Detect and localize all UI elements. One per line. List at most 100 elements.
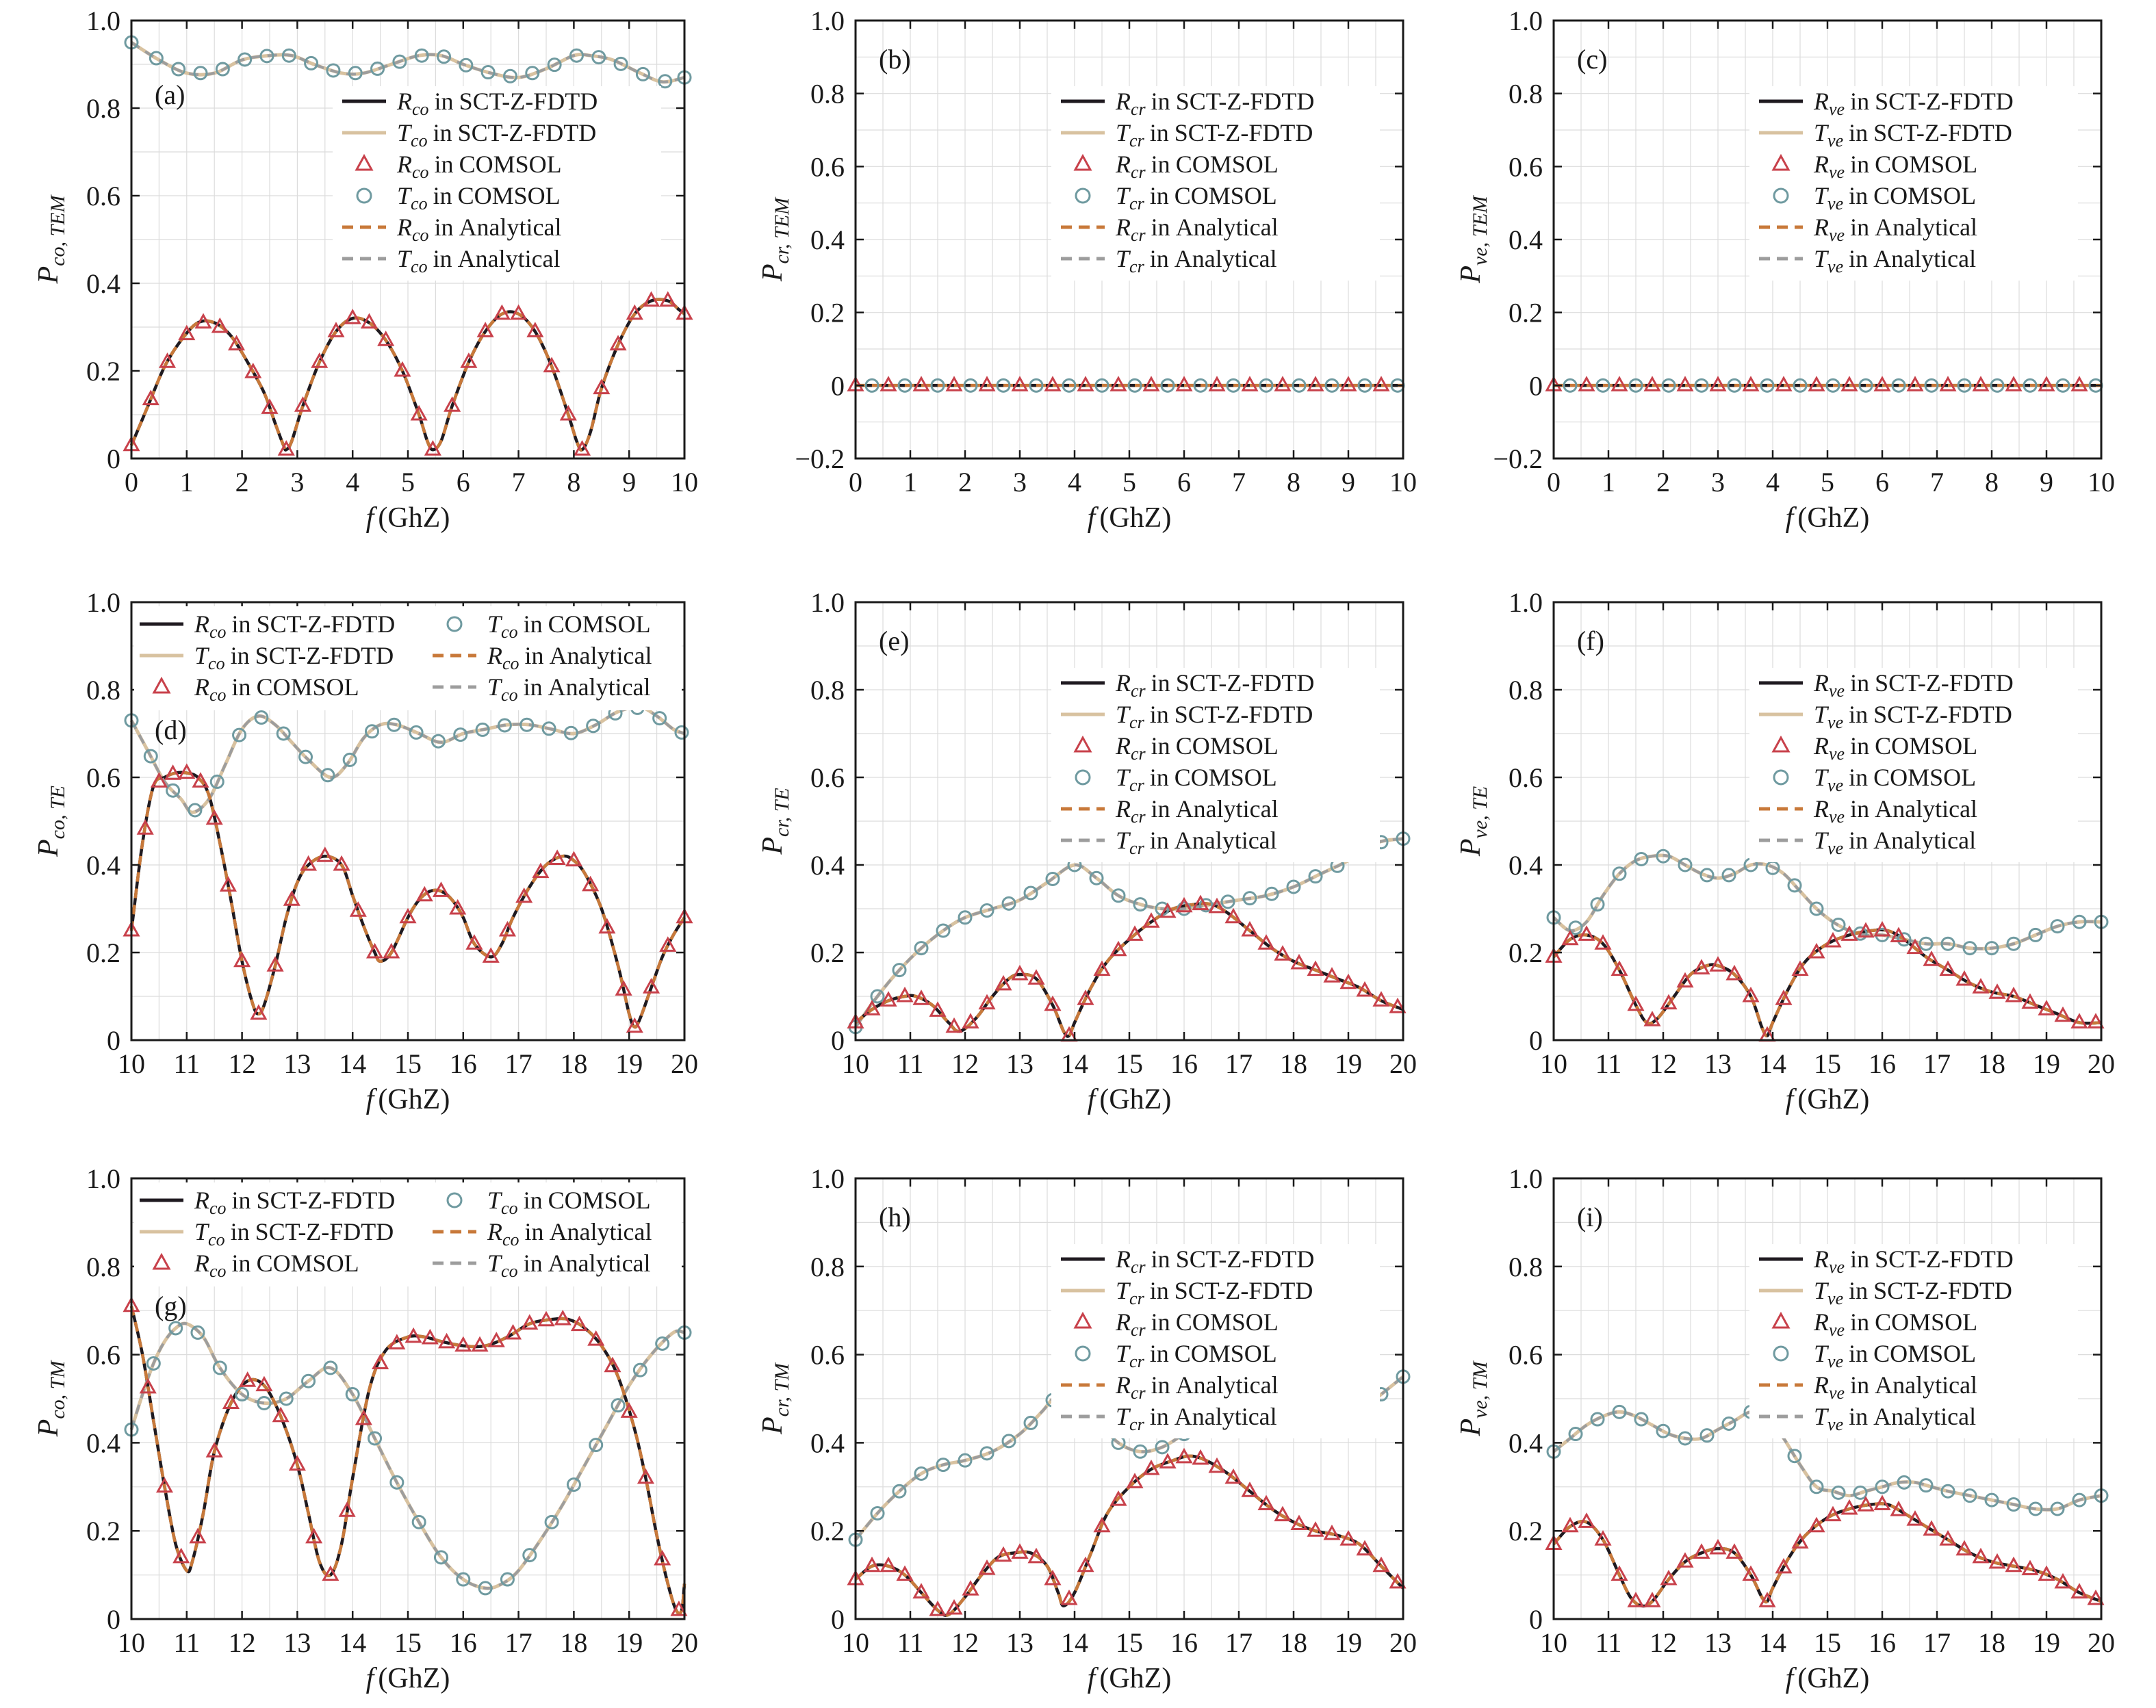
R-comsol-marker — [139, 1377, 157, 1394]
y-axis-symbol: P — [1455, 1419, 1487, 1437]
legend-subscript: cr — [1131, 1320, 1146, 1340]
x-tick-label: 7 — [1930, 467, 1944, 497]
R-comsol-marker — [626, 304, 643, 320]
y-axis-label: Pcr, TE — [757, 788, 793, 855]
T-comsol-marker — [298, 749, 313, 764]
T-analytical-line — [1552, 1410, 2102, 1512]
legend-subscript: ve — [1827, 712, 1843, 732]
T-comsol-marker — [232, 727, 247, 742]
R-comsol-marker — [1561, 929, 1579, 946]
legend-symbol: R — [1115, 151, 1131, 178]
x-tick-label: 18 — [560, 1048, 587, 1079]
x-axis-unit: (GhZ) — [1797, 1663, 1869, 1694]
legend-subscript: ve — [1829, 681, 1845, 701]
R-comsol-marker — [399, 907, 417, 924]
legend-item: Tcr in COMSOL — [1075, 1340, 1277, 1371]
legend-subscript: cr — [1129, 131, 1145, 151]
T-comsol-marker — [1924, 378, 1939, 393]
legend-item: Rve in SCT-Z-FDTD — [1759, 88, 2014, 119]
R-comsol-marker — [178, 763, 196, 779]
legend-label: Tve in SCT-Z-FDTD — [1814, 1277, 2012, 1308]
y-tick-label: 0 — [107, 1604, 120, 1635]
y-tick-label: 1.0 — [86, 587, 120, 618]
legend-symbol: T — [1814, 764, 1830, 791]
R-comsol-marker — [1627, 995, 1645, 1011]
x-axis-symbol: f — [366, 1663, 378, 1694]
R-comsol-marker — [405, 1327, 422, 1343]
legend-label: Rcr in SCT-Z-FDTD — [1115, 88, 1314, 119]
R-comsol-marker — [1290, 1514, 1308, 1531]
legend-subscript: ve — [1829, 162, 1845, 182]
legend-item: Tco in COMSOL — [356, 182, 561, 214]
R-comsol-marker — [1307, 960, 1324, 976]
legend-symbol: R — [1115, 214, 1131, 241]
legend-symbol: T — [1116, 1403, 1131, 1430]
T-comsol-marker — [2023, 378, 2038, 393]
R-comsol-marker — [1923, 950, 1940, 966]
legend-connector: in — [1850, 214, 1869, 241]
R-comsol-marker — [432, 881, 450, 897]
T-comsol-marker — [149, 51, 164, 66]
R-comsol-marker — [1290, 953, 1308, 970]
legend-symbol: T — [1814, 1340, 1830, 1367]
x-axis-unit: (GhZ) — [1099, 1084, 1171, 1115]
T-comsol-marker — [279, 1391, 294, 1406]
T-SCT-line — [130, 40, 685, 84]
legend-item: Tcr in Analytical — [1061, 245, 1277, 276]
R-comsol-marker — [515, 887, 533, 903]
legend-symbol: R — [1813, 795, 1829, 823]
x-tick-label: 17 — [1923, 1627, 1951, 1658]
legend-label: Tco in SCT-Z-FDTD — [397, 119, 596, 151]
legend-source: COMSOL — [548, 610, 651, 638]
R-comsol-marker — [272, 1406, 290, 1423]
R-comsol-marker — [570, 1315, 589, 1332]
R-comsol-marker — [912, 989, 930, 1005]
T-comsol-marker — [563, 725, 578, 740]
R-comsol-marker — [896, 1565, 914, 1581]
T-comsol-marker — [257, 1395, 272, 1410]
R-comsol-marker — [1159, 1453, 1177, 1468]
legend-source: COMSOL — [459, 151, 562, 178]
y-tick-label: 0.8 — [86, 675, 120, 706]
y-tick-label: 0 — [1529, 1604, 1543, 1635]
T-comsol-marker — [589, 1438, 604, 1453]
x-tick-label: 10 — [1540, 1048, 1567, 1079]
T-comsol-marker — [1853, 926, 1868, 941]
R-comsol-marker — [912, 1583, 930, 1599]
x-tick-label: 6 — [1177, 467, 1191, 497]
y-tick-label: 0.4 — [86, 1427, 120, 1458]
legend-subscript: co — [412, 162, 429, 182]
legend-subscript: cr — [1131, 1383, 1146, 1403]
y-axis-symbol: P — [757, 1416, 788, 1435]
y-tick-label: 0.4 — [1509, 1427, 1543, 1458]
R-comsol-marker — [1890, 927, 1908, 943]
legend-swatch-circle — [356, 187, 372, 204]
R-comsol-marker — [1372, 991, 1390, 1007]
T-comsol-marker — [632, 1362, 647, 1377]
legend-connector: in — [433, 182, 452, 209]
legend-subscript: ve — [1827, 1414, 1843, 1434]
x-tick-label: 18 — [1280, 1627, 1307, 1658]
legend-source: COMSOL — [1176, 1308, 1279, 1336]
R-comsol-marker — [1676, 376, 1694, 391]
y-tick-label: 0.6 — [86, 762, 120, 793]
T-comsol-marker — [345, 1387, 360, 1402]
legend-source: COMSOL — [1175, 1340, 1277, 1367]
legend-source: Analytical — [1873, 827, 1976, 854]
R-comsol-marker — [654, 1549, 671, 1566]
legend-source: SCT-Z-FDTD — [1175, 1277, 1313, 1304]
T-comsol-marker — [323, 1360, 338, 1375]
R-comsol-marker — [863, 1556, 881, 1573]
T-comsol-marker — [1656, 849, 1671, 864]
legend-symbol: R — [487, 1218, 502, 1245]
R-comsol-marker — [244, 363, 262, 378]
R-comsol-marker — [1890, 1501, 1908, 1516]
legend-connector: in — [1850, 732, 1869, 760]
y-tick-label: 0.8 — [86, 1252, 120, 1282]
legend-label: Rcr in COMSOL — [1115, 151, 1279, 182]
legend-background — [134, 606, 682, 710]
y-axis-label: Pcr, TEM — [757, 196, 793, 282]
R-comsol-marker — [1077, 1556, 1094, 1573]
T-comsol-marker — [320, 768, 335, 783]
legend-source: Analytical — [1875, 214, 1977, 241]
